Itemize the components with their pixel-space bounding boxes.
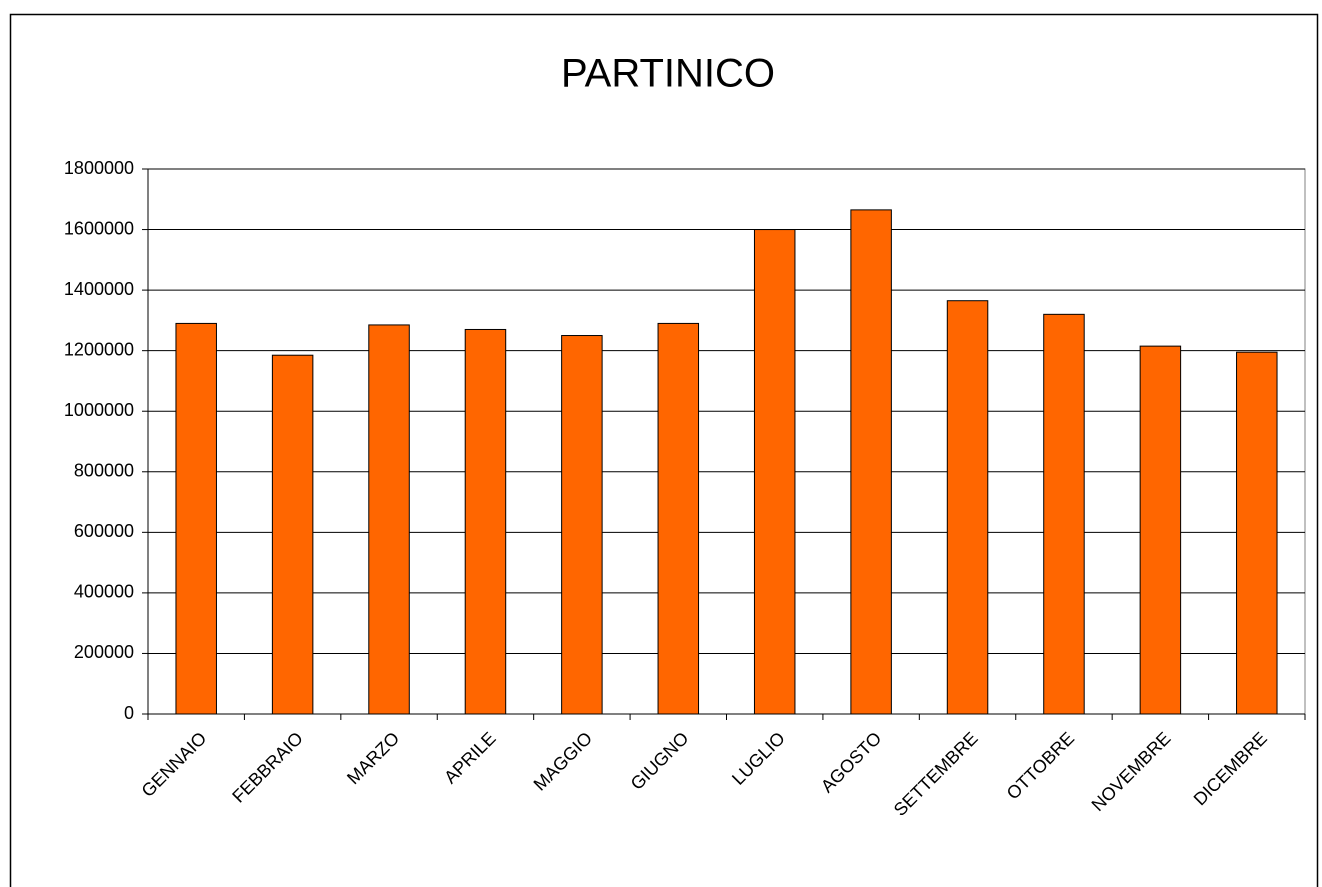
bar <box>368 324 410 715</box>
y-tick-label: 600000 <box>74 521 134 541</box>
bar <box>1236 351 1278 715</box>
bar <box>753 229 796 715</box>
bar <box>946 300 989 715</box>
bar <box>464 328 507 715</box>
y-tick-label: 1400000 <box>64 279 134 299</box>
y-tick-label: 1800000 <box>64 158 134 178</box>
y-tick-label: 800000 <box>74 461 134 481</box>
y-tick-label: 400000 <box>74 582 134 602</box>
bar <box>1139 345 1182 715</box>
y-tick-label: 1200000 <box>64 339 134 359</box>
bar <box>657 322 700 715</box>
bar <box>1043 313 1085 715</box>
y-tick-label: 0 <box>124 703 134 723</box>
bar <box>271 354 314 715</box>
y-tick-label: 200000 <box>74 642 134 662</box>
chart-title: PARTINICO <box>561 52 775 96</box>
y-tick-label: 1600000 <box>64 218 134 238</box>
bar <box>850 209 892 715</box>
bar <box>175 322 217 715</box>
bar <box>561 335 603 715</box>
y-tick-label: 1000000 <box>64 400 134 420</box>
